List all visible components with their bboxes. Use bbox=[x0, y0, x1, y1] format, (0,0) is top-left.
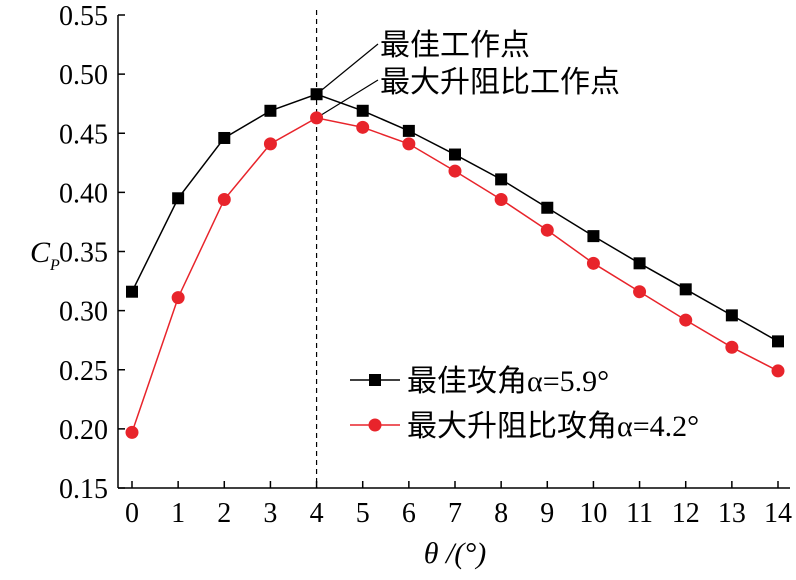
x-tick-label: 1 bbox=[171, 498, 185, 529]
x-tick-label: 9 bbox=[540, 498, 554, 529]
data-point bbox=[679, 283, 692, 296]
data-point bbox=[264, 104, 277, 117]
x-tick-label: 6 bbox=[402, 498, 416, 529]
series-line-1 bbox=[131, 93, 779, 343]
annotation-leader-max bbox=[316, 79, 379, 119]
data-point bbox=[310, 111, 324, 125]
x-axis-label: θ /(°) bbox=[424, 537, 487, 570]
data-point bbox=[448, 164, 462, 178]
y-tick-label: 0.50 bbox=[59, 60, 108, 91]
x-tick-label: 4 bbox=[310, 498, 324, 529]
data-point bbox=[171, 291, 185, 305]
y-tick-label: 0.20 bbox=[59, 415, 108, 446]
data-point bbox=[725, 340, 739, 354]
data-point bbox=[541, 201, 554, 214]
y-tick-label: 0.25 bbox=[59, 356, 108, 387]
data-point bbox=[218, 131, 231, 144]
x-tick-label: 0 bbox=[125, 498, 139, 529]
data-point bbox=[356, 120, 370, 134]
x-tick-label: 7 bbox=[448, 498, 462, 529]
y-tick-label: 0.45 bbox=[59, 119, 108, 150]
x-tick-label: 3 bbox=[263, 498, 277, 529]
data-point bbox=[540, 223, 554, 237]
data-point bbox=[402, 137, 416, 151]
x-tick-label: 13 bbox=[718, 498, 746, 529]
data-point bbox=[172, 192, 185, 205]
data-point bbox=[772, 335, 784, 348]
legend-marker-1 bbox=[369, 374, 381, 386]
y-tick-label: 0.35 bbox=[59, 238, 108, 269]
annotation-best-point: 最佳工作点 bbox=[380, 29, 530, 62]
data-point bbox=[126, 285, 138, 298]
data-point bbox=[679, 313, 693, 327]
data-point bbox=[310, 88, 323, 101]
y-tick-label: 0.40 bbox=[59, 178, 108, 209]
axes: 0.150.200.250.300.350.400.450.500.550 1 2 3… bbox=[59, 1, 792, 529]
data-point bbox=[217, 192, 231, 206]
x-tick-label: 2 bbox=[217, 498, 231, 529]
data-point bbox=[771, 364, 785, 378]
x-tick-label: 10 bbox=[579, 498, 607, 529]
x-tick-label: 5 bbox=[356, 498, 370, 529]
x-tick-label: 11 bbox=[626, 498, 653, 529]
x-tick-label: 12 bbox=[672, 498, 700, 529]
data-point bbox=[356, 104, 369, 117]
data-point bbox=[402, 124, 415, 137]
legend-marker-2 bbox=[368, 418, 382, 432]
data-point bbox=[263, 137, 277, 151]
data-point bbox=[449, 148, 461, 161]
data-point bbox=[725, 309, 738, 322]
data-point bbox=[125, 425, 139, 439]
data-point bbox=[587, 230, 600, 243]
y-axis-label-subscript: P bbox=[49, 257, 60, 274]
y-tick-label: 0.15 bbox=[59, 474, 108, 505]
x-tick-label: 8 bbox=[494, 498, 508, 529]
legend-label-series-2: 最大升阻比攻角α=4.2° bbox=[407, 410, 699, 443]
annotation-leader-best bbox=[316, 43, 379, 95]
data-point bbox=[633, 285, 647, 299]
marks bbox=[125, 88, 785, 439]
annotation-max-lift-drag-point: 最大升阻比工作点 bbox=[380, 66, 620, 99]
legend-label-series-1: 最佳攻角α=5.9° bbox=[407, 365, 609, 398]
data-point bbox=[633, 257, 646, 270]
x-tick-label: 14 bbox=[764, 498, 792, 529]
data-point bbox=[494, 192, 508, 206]
data-point bbox=[495, 173, 508, 186]
y-tick-label: 0.55 bbox=[59, 1, 108, 32]
data-point bbox=[586, 256, 600, 270]
y-axis-label: C bbox=[30, 236, 51, 269]
y-tick-label: 0.30 bbox=[59, 297, 108, 328]
